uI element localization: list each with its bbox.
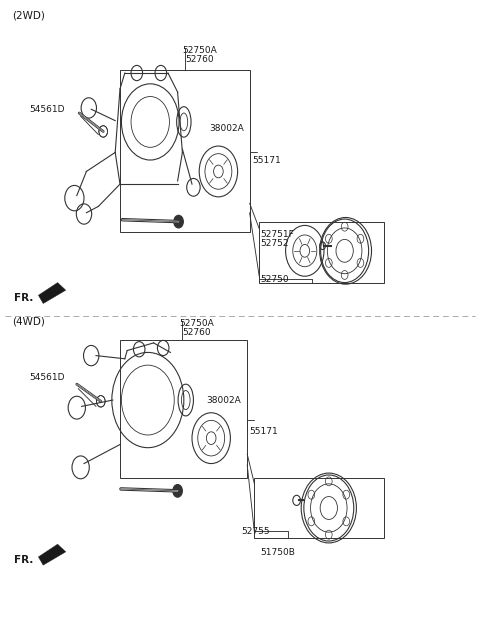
Bar [120, 70, 250, 232]
Text: 55171: 55171 [252, 156, 281, 165]
Text: 52750: 52750 [261, 275, 289, 284]
Text: 52750A: 52750A [180, 319, 214, 328]
Text: 52760: 52760 [185, 55, 214, 64]
Circle shape [173, 485, 182, 497]
Text: (2WD): (2WD) [12, 11, 45, 21]
Text: 54561D: 54561D [30, 105, 65, 114]
Bar [254, 478, 384, 538]
Text: 38002A: 38002A [206, 396, 241, 404]
Polygon shape [38, 544, 66, 565]
Text: 54561D: 54561D [30, 373, 65, 382]
Text: 52751F: 52751F [261, 231, 294, 239]
Bar [120, 340, 247, 478]
Text: (4WD): (4WD) [12, 317, 45, 327]
Text: 38002A: 38002A [209, 124, 243, 133]
Bar [259, 222, 384, 283]
Text: FR.: FR. [14, 293, 34, 304]
Text: 52750A: 52750A [182, 46, 216, 55]
Circle shape [96, 396, 105, 407]
Circle shape [174, 215, 183, 228]
Circle shape [99, 126, 108, 137]
Text: 51750B: 51750B [261, 548, 296, 557]
Text: 52755: 52755 [241, 527, 270, 536]
Text: 55171: 55171 [250, 427, 278, 436]
Text: FR.: FR. [14, 555, 34, 565]
Text: 52752: 52752 [261, 239, 289, 248]
Polygon shape [38, 283, 66, 304]
Text: 52760: 52760 [182, 328, 211, 337]
